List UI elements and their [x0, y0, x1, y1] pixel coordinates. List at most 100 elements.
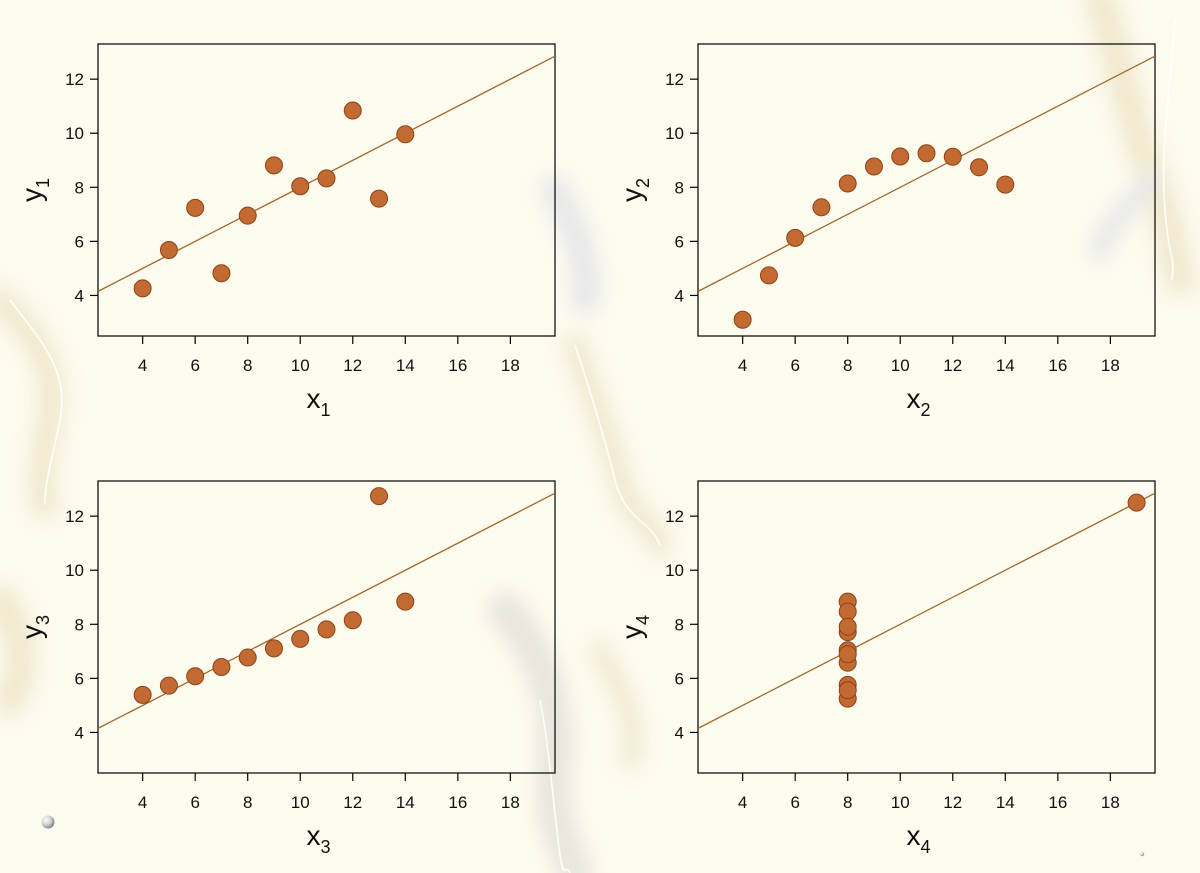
x-tick-label: 4	[138, 793, 147, 812]
pearl-orb-decoration	[41, 815, 55, 829]
data-point	[186, 198, 205, 217]
x-tick-label: 14	[996, 793, 1015, 812]
x-tick-label: 18	[1101, 793, 1120, 812]
y-tick-label: 12	[665, 70, 684, 89]
data-point	[264, 639, 283, 658]
data-point	[159, 676, 178, 695]
plot-frame	[697, 43, 1156, 337]
data-point	[343, 101, 362, 120]
x-tick-label: 18	[1101, 356, 1120, 375]
data-point	[291, 177, 310, 196]
regression-line	[698, 55, 1155, 292]
data-point	[370, 487, 389, 506]
x-tick-label: 16	[1048, 356, 1067, 375]
y-tick-label: 10	[665, 561, 684, 580]
data-point	[759, 266, 778, 285]
x-tick-label: 18	[501, 793, 520, 812]
data-point	[343, 611, 362, 630]
x-tick-label: 16	[448, 356, 467, 375]
y-tick-label: 12	[65, 507, 84, 526]
data-point	[238, 648, 257, 667]
data-point	[133, 685, 152, 704]
data-point	[1127, 493, 1146, 512]
data-point	[864, 157, 883, 176]
data-point	[317, 169, 336, 188]
y-tick-label: 12	[665, 507, 684, 526]
y-tick-label: 6	[75, 669, 84, 688]
y-tick-label: 10	[65, 561, 84, 580]
data-point	[838, 174, 857, 193]
data-point	[133, 279, 152, 298]
data-point	[838, 645, 857, 664]
data-point	[159, 241, 178, 260]
data-point	[186, 667, 205, 686]
data-point	[212, 658, 231, 677]
x-tick-label: 8	[243, 356, 252, 375]
data-point	[970, 158, 989, 177]
x-tick-label: 6	[790, 793, 799, 812]
data-point	[812, 198, 831, 217]
x-tick-label: 12	[343, 793, 362, 812]
x-tick-label: 4	[138, 356, 147, 375]
data-point	[212, 264, 231, 283]
pearl-orb-decoration-small	[1139, 851, 1145, 857]
x-tick-label: 10	[891, 356, 910, 375]
data-point	[317, 620, 336, 639]
x-tick-label: 10	[891, 793, 910, 812]
data-point	[917, 144, 936, 163]
x-tick-label: 6	[190, 793, 199, 812]
x-tick-label: 16	[1048, 793, 1067, 812]
x-tick-label: 6	[190, 356, 199, 375]
y-tick-label: 4	[75, 286, 84, 305]
data-point	[838, 681, 857, 700]
x-tick-label: 16	[448, 793, 467, 812]
x-axis-label: x1	[306, 383, 330, 420]
plot-frame	[697, 480, 1156, 774]
data-point	[370, 189, 389, 208]
x-tick-label: 4	[738, 793, 747, 812]
data-point	[264, 156, 283, 175]
data-point	[396, 592, 415, 611]
data-point	[291, 629, 310, 648]
x-tick-label: 12	[343, 356, 362, 375]
y-tick-label: 10	[65, 124, 84, 143]
data-point	[943, 147, 962, 166]
y-tick-label: 8	[675, 178, 684, 197]
x-tick-label: 14	[996, 356, 1015, 375]
data-point	[786, 228, 805, 247]
data-point	[996, 175, 1015, 194]
data-point	[238, 206, 257, 225]
y-tick-label: 6	[675, 232, 684, 251]
data-point	[396, 125, 415, 144]
x-tick-label: 8	[843, 356, 852, 375]
y-tick-label: 4	[75, 723, 84, 742]
plot-frame	[97, 480, 556, 774]
x-tick-label: 14	[396, 356, 415, 375]
data-point	[838, 617, 857, 636]
x-tick-label: 10	[291, 793, 310, 812]
plot-frame	[97, 43, 556, 337]
x-tick-label: 12	[943, 793, 962, 812]
y-tick-label: 6	[75, 232, 84, 251]
y-tick-label: 12	[65, 70, 84, 89]
x-tick-label: 12	[943, 356, 962, 375]
y-tick-label: 10	[665, 124, 684, 143]
x-tick-label: 18	[501, 356, 520, 375]
regression-line	[698, 492, 1155, 729]
y-tick-label: 8	[75, 615, 84, 634]
y-tick-label: 4	[675, 723, 684, 742]
y-tick-label: 4	[675, 286, 684, 305]
data-point	[891, 147, 910, 166]
data-point	[733, 310, 752, 329]
y-tick-label: 8	[675, 615, 684, 634]
y-tick-label: 8	[75, 178, 84, 197]
x-tick-label: 14	[396, 793, 415, 812]
x-tick-label: 8	[243, 793, 252, 812]
x-tick-label: 6	[790, 356, 799, 375]
